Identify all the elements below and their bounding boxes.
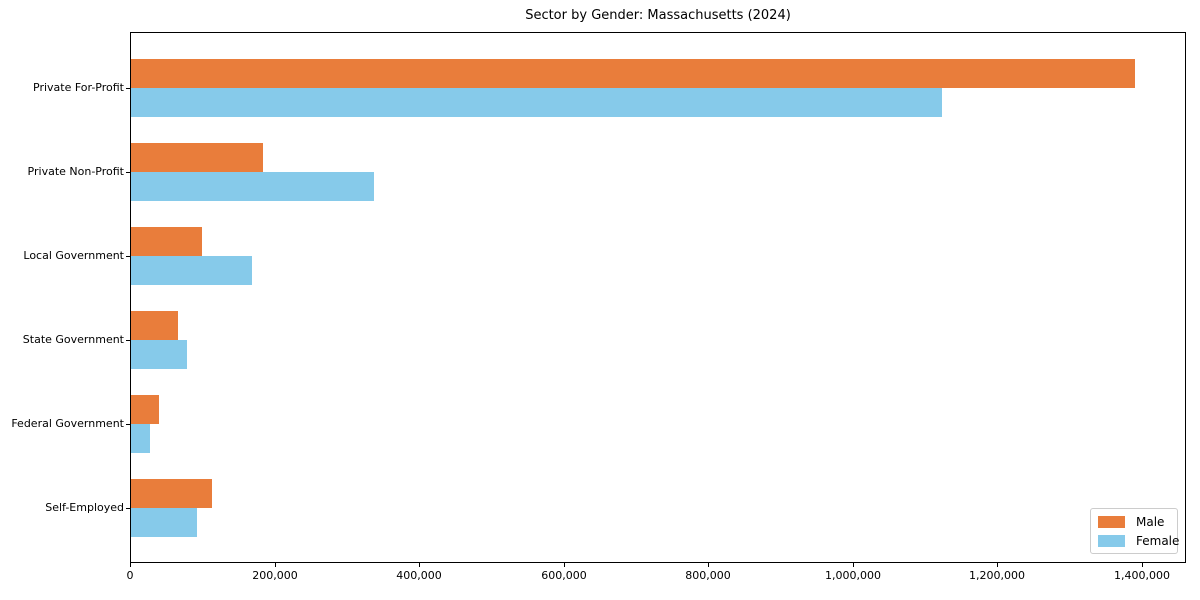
x-tick-mark bbox=[564, 563, 565, 567]
x-tick-mark bbox=[419, 563, 420, 567]
bar-male-local-government bbox=[131, 227, 202, 256]
y-tick-label-local-government: Local Government bbox=[23, 249, 124, 262]
x-tick-mark bbox=[853, 563, 854, 567]
x-tick-mark bbox=[1142, 563, 1143, 567]
y-tick-mark bbox=[126, 508, 130, 509]
y-tick-mark bbox=[126, 88, 130, 89]
plot-area bbox=[130, 32, 1186, 563]
bar-male-state-government bbox=[131, 311, 178, 340]
x-tick-mark bbox=[275, 563, 276, 567]
x-tick-label: 0 bbox=[126, 569, 134, 582]
y-tick-label-private-non-profit: Private Non-Profit bbox=[27, 165, 124, 178]
legend-entry-male: Male bbox=[1098, 515, 1177, 529]
x-tick-mark bbox=[130, 563, 131, 567]
legend-entry-female: Female bbox=[1098, 533, 1180, 548]
y-tick-mark bbox=[126, 172, 130, 173]
bar-female-state-government bbox=[131, 340, 187, 369]
x-tick-mark bbox=[708, 563, 709, 567]
x-tick-label: 1,400,000 bbox=[1114, 569, 1170, 582]
bar-female-private-non-profit bbox=[131, 172, 374, 201]
x-tick-mark bbox=[997, 563, 998, 567]
y-tick-label-federal-government: Federal Government bbox=[11, 417, 124, 430]
chart-title: Sector by Gender: Massachusetts (2024) bbox=[525, 8, 791, 23]
y-tick-mark bbox=[126, 340, 130, 341]
x-tick-label: 800,000 bbox=[685, 569, 731, 582]
x-tick-label: 1,200,000 bbox=[969, 569, 1025, 582]
bar-male-federal-government bbox=[131, 395, 159, 424]
x-tick-label: 1,000,000 bbox=[825, 569, 881, 582]
legend-swatch-female bbox=[1098, 534, 1125, 547]
bar-male-private-for-profit bbox=[131, 59, 1135, 88]
y-tick-label-state-government: State Government bbox=[22, 333, 124, 346]
bar-female-private-for-profit bbox=[131, 88, 942, 117]
x-tick-label: 400,000 bbox=[396, 569, 442, 582]
bar-female-local-government bbox=[131, 256, 252, 285]
x-tick-label: 600,000 bbox=[541, 569, 587, 582]
y-tick-label-self-employed: Self-Employed bbox=[45, 501, 124, 514]
y-tick-label-private-for-profit: Private For-Profit bbox=[33, 81, 124, 94]
legend-swatch-male bbox=[1098, 515, 1125, 528]
bar-female-self-employed bbox=[131, 508, 197, 537]
legend: Male Female bbox=[1090, 508, 1180, 554]
legend-label-male: Male bbox=[1136, 514, 1165, 529]
x-tick-label: 200,000 bbox=[252, 569, 298, 582]
y-tick-mark bbox=[126, 424, 130, 425]
y-tick-mark bbox=[126, 256, 130, 257]
bar-male-private-non-profit bbox=[131, 143, 263, 172]
bar-male-self-employed bbox=[131, 479, 212, 508]
legend-label-female: Female bbox=[1136, 533, 1180, 548]
bar-female-federal-government bbox=[131, 424, 150, 453]
